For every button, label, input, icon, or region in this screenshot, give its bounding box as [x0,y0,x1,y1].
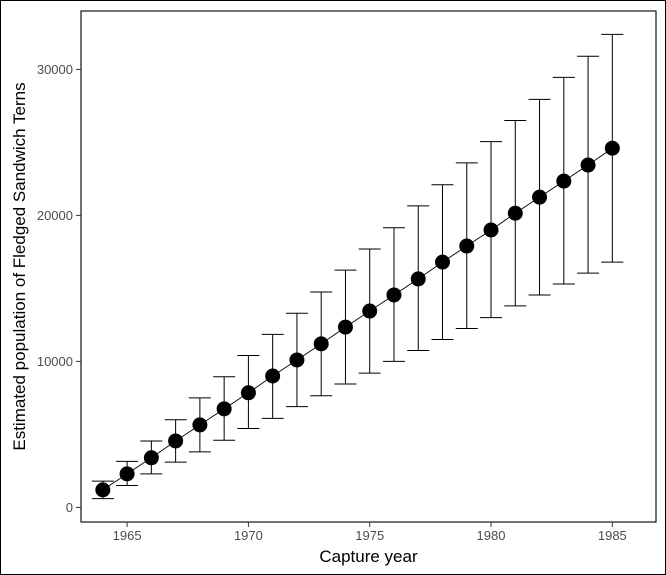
data-point [410,271,426,287]
data-point [192,417,208,433]
data-point [119,466,135,482]
plot-panel-border [80,10,657,523]
x-tick-label: 1985 [598,528,627,543]
data-point [507,205,523,221]
data-point [556,173,572,189]
x-tick-label: 1965 [113,528,142,543]
data-point [289,352,305,368]
data-point [362,303,378,319]
data-point [265,368,281,384]
data-point [95,482,111,498]
data-point [434,254,450,270]
y-axis-title: Estimated population of Fledged Sandwich… [10,82,29,450]
data-point [216,401,232,417]
data-marks [91,33,624,500]
data-point [459,238,475,254]
x-tick-label: 1980 [477,528,506,543]
x-tick-label: 1975 [355,528,384,543]
data-point [532,189,548,205]
x-tick-label: 1970 [234,528,263,543]
data-point [313,336,329,352]
y-tick-label: 20000 [37,208,73,223]
data-point [240,385,256,401]
data-point [580,157,596,173]
data-point [483,222,499,238]
data-point [386,287,402,303]
data-point [168,433,184,449]
y-tick-label: 30000 [37,62,73,77]
y-tick-label: 10000 [37,354,73,369]
x-axis-title: Capture year [319,547,418,566]
data-point [143,450,159,466]
data-point [337,319,353,335]
y-tick-label: 0 [66,500,73,515]
x-axis-ticks: 1965 1970 1975 1980 1985 [113,522,627,543]
data-point [604,140,620,156]
series-line [102,147,613,491]
y-axis-ticks: 0 10000 20000 30000 [37,62,81,515]
